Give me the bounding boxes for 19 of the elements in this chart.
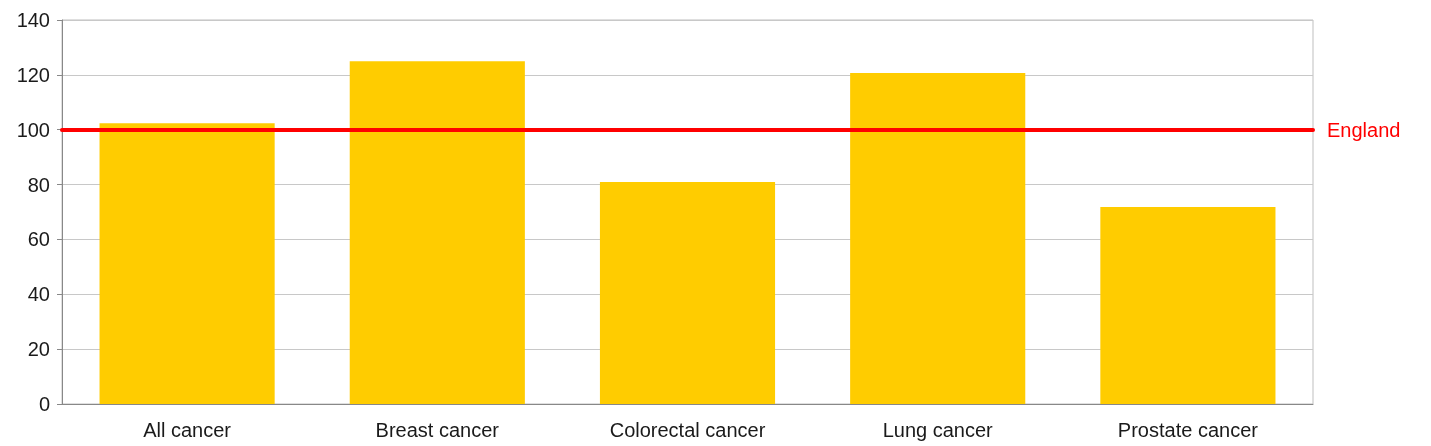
y-tick-label: 140 bbox=[16, 9, 50, 31]
x-tick-label: Breast cancer bbox=[375, 419, 500, 441]
bar bbox=[850, 72, 1026, 404]
y-tick-label: 60 bbox=[27, 228, 50, 251]
y-tick-label: 120 bbox=[16, 63, 50, 86]
bar bbox=[1100, 207, 1276, 404]
y-tick-label: 20 bbox=[27, 338, 50, 361]
ref-line-label: England bbox=[1327, 118, 1401, 141]
y-tick-label: 100 bbox=[16, 118, 50, 141]
x-tick-label: Lung cancer bbox=[882, 419, 994, 441]
x-tick-label: Colorectal cancer bbox=[609, 419, 766, 441]
bar bbox=[599, 182, 776, 404]
y-tick-label: 0 bbox=[38, 393, 50, 415]
x-tick-label: Prostate cancer bbox=[1117, 419, 1259, 441]
y-tick-label: 80 bbox=[27, 173, 50, 196]
bar bbox=[99, 123, 275, 404]
x-tick-label: All cancer bbox=[143, 419, 232, 441]
y-tick-label: 40 bbox=[27, 283, 50, 306]
bar bbox=[349, 61, 525, 404]
